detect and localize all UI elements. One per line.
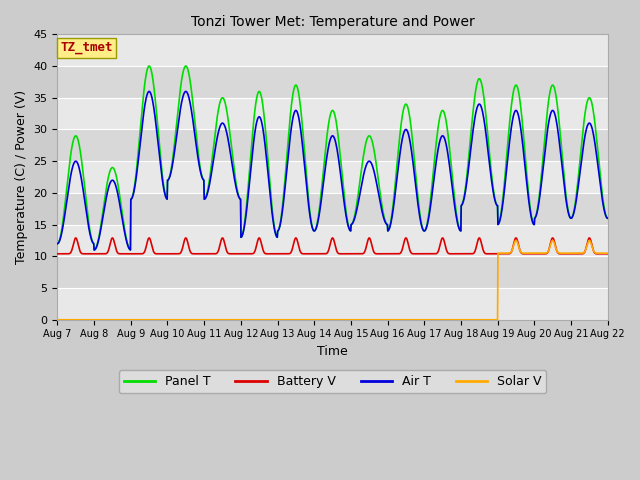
Bar: [58, 288, 608, 320]
Bar: [58, 161, 608, 193]
Bar: [58, 256, 608, 288]
Y-axis label: Temperature (C) / Power (V): Temperature (C) / Power (V): [15, 90, 28, 264]
Text: TZ_tmet: TZ_tmet: [60, 41, 113, 54]
Bar: [58, 225, 608, 256]
Bar: [58, 193, 608, 225]
Bar: [58, 35, 608, 66]
Title: Tonzi Tower Met: Temperature and Power: Tonzi Tower Met: Temperature and Power: [191, 15, 474, 29]
X-axis label: Time: Time: [317, 345, 348, 358]
Bar: [58, 98, 608, 130]
Bar: [58, 66, 608, 98]
Bar: [58, 130, 608, 161]
Legend: Panel T, Battery V, Air T, Solar V: Panel T, Battery V, Air T, Solar V: [118, 371, 547, 394]
